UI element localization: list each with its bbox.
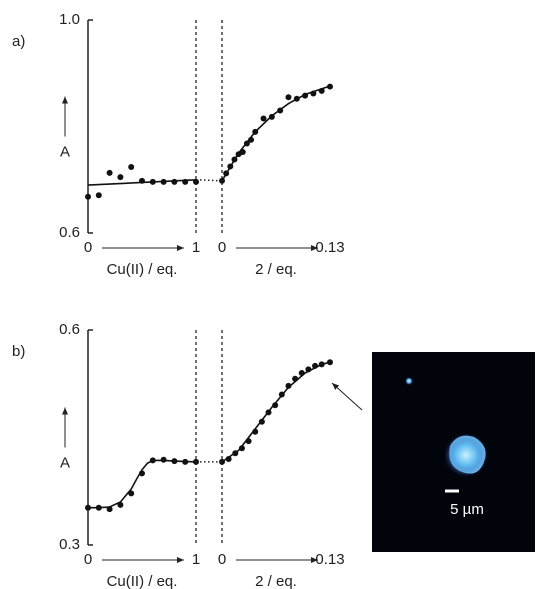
data-point — [106, 169, 113, 176]
data-point — [285, 94, 292, 101]
panel-label: b) — [12, 343, 25, 360]
data-point — [285, 382, 292, 389]
connector — [195, 179, 223, 182]
x-tick-label: 1 — [192, 239, 200, 256]
y-tick-label: 1.0 — [59, 11, 80, 28]
panel-label: a) — [12, 33, 25, 50]
x-tick-label: 1 — [192, 551, 200, 568]
data-point — [260, 115, 267, 122]
fit-line — [221, 85, 331, 182]
y-tick-label: 0.6 — [59, 321, 80, 338]
fit-line — [87, 179, 197, 186]
data-point — [117, 174, 124, 181]
x-axis-label: 2 / eq. — [255, 573, 297, 589]
data-point — [128, 163, 135, 170]
y-axis-label: A — [60, 454, 70, 471]
x-tick-label: 0 — [84, 239, 92, 256]
x-tick-label: 0 — [218, 551, 226, 568]
scale-label: 5 µm — [450, 501, 484, 518]
data-point — [272, 402, 279, 409]
x-axis-label: Cu(II) / eq. — [107, 573, 178, 589]
data-point — [85, 193, 91, 200]
y-tick-label: 0.6 — [59, 224, 80, 241]
data-point — [171, 178, 178, 185]
pointer-arrow — [331, 382, 363, 411]
fit-line — [221, 361, 331, 463]
x-tick-label: 0.13 — [315, 551, 344, 568]
x-tick-label: 0.13 — [315, 239, 344, 256]
fit-line — [88, 459, 197, 509]
particle-glow — [444, 433, 488, 477]
data-point — [95, 192, 102, 199]
x-tick-label: 0 — [84, 551, 92, 568]
y-tick-label: 0.3 — [59, 536, 80, 553]
y-axis-label: A — [60, 143, 70, 160]
x-axis-label: 2 / eq. — [255, 261, 297, 278]
micrograph: 5 µm — [372, 352, 535, 552]
x-tick-label: 0 — [218, 239, 226, 256]
particle — [405, 377, 413, 385]
x-axis-label: Cu(II) / eq. — [107, 261, 178, 278]
